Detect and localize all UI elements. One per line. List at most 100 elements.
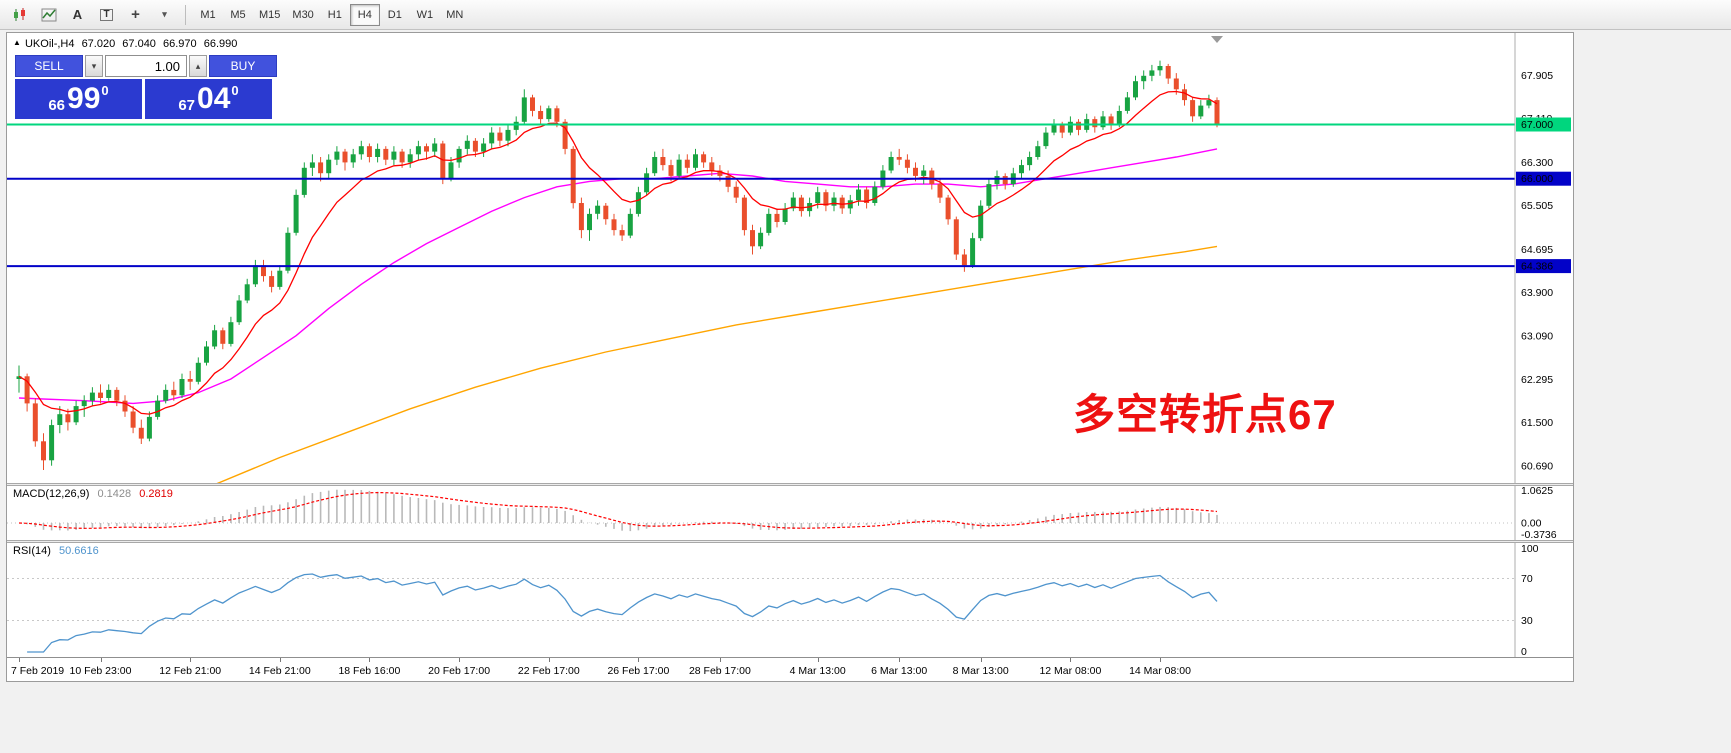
time-label: 14 Feb 21:00 xyxy=(248,665,311,677)
svg-text:65.505: 65.505 xyxy=(1521,200,1553,212)
chart-window: 67.90567.11066.30065.50564.69563.90063.0… xyxy=(6,32,1574,682)
svg-text:70: 70 xyxy=(1521,573,1533,585)
svg-text:64.695: 64.695 xyxy=(1521,244,1553,256)
main-chart-canvas[interactable]: 67.90567.11066.30065.50564.69563.90063.0… xyxy=(7,33,1573,483)
quote-symbol: UKOil-,H4 xyxy=(24,38,75,50)
svg-text:67.000: 67.000 xyxy=(1521,119,1553,131)
text-tool-icon: A xyxy=(72,7,83,22)
time-label: 12 Mar 08:00 xyxy=(1039,665,1102,677)
sell-button[interactable]: SELL xyxy=(15,55,83,77)
quote-high: 67.040 xyxy=(122,38,156,50)
time-label: 7 Feb 2019 xyxy=(11,665,65,677)
time-label: 8 Mar 13:00 xyxy=(952,665,1009,677)
svg-text:-0.3736: -0.3736 xyxy=(1521,529,1557,540)
svg-text:64.386: 64.386 xyxy=(1521,261,1553,273)
tool-icons: A T + ▾ xyxy=(6,4,178,26)
time-tick xyxy=(1070,658,1072,662)
time-label: 18 Feb 16:00 xyxy=(338,665,401,677)
buy-price-button[interactable]: 67 04 0 xyxy=(145,79,272,119)
svg-text:1.0625: 1.0625 xyxy=(1521,486,1553,497)
svg-text:63.900: 63.900 xyxy=(1521,287,1553,299)
svg-text:100: 100 xyxy=(1521,543,1539,555)
time-tick xyxy=(459,658,461,662)
time-tick xyxy=(980,658,982,662)
sell-price-point: 0 xyxy=(101,83,109,98)
timeframe-button-m5[interactable]: M5 xyxy=(230,8,246,21)
timeframe-button-m30[interactable]: M30 xyxy=(292,8,314,21)
chart-annotation-text[interactable]: 多空转折点67 xyxy=(1073,391,1337,438)
macd-value: 0.1428 xyxy=(97,488,132,500)
time-label: 4 Mar 13:00 xyxy=(789,665,846,677)
sell-price-button[interactable]: 66 99 0 xyxy=(15,79,142,119)
chevron-down-icon: ▾ xyxy=(91,60,97,71)
timeframe-button-h4[interactable]: H4 xyxy=(349,3,380,26)
buy-price-pips: 04 xyxy=(197,82,231,115)
macd-label: MACD(12,26,9) 0.1428 0.2819 xyxy=(13,488,178,500)
time-label: 12 Feb 21:00 xyxy=(159,665,222,677)
svg-text:61.500: 61.500 xyxy=(1521,417,1553,429)
time-tick xyxy=(817,658,819,662)
timeframe-button-h1[interactable]: H1 xyxy=(327,8,342,21)
time-tick xyxy=(719,658,721,662)
macd-signal-value: 0.2819 xyxy=(139,488,173,500)
macd-panel: 1.0625 0.00 -0.3736 MACD(12,26,9) 0.1428 0… xyxy=(7,486,1573,540)
timeframe-group: M1 M5 M15 M30 H1 H4 D1 W1 MN xyxy=(193,3,470,26)
volume-input[interactable] xyxy=(105,55,187,77)
indicators-icon[interactable] xyxy=(35,4,62,26)
rsi-line xyxy=(27,573,1218,653)
main-price-panel: 67.90567.11066.30065.50564.69563.90063.0… xyxy=(7,33,1573,483)
svg-text:30: 30 xyxy=(1521,615,1533,627)
crosshair-icon[interactable]: + xyxy=(122,4,149,26)
panel-splitter[interactable] xyxy=(7,483,1573,486)
time-tick xyxy=(100,658,102,662)
time-tick xyxy=(279,658,281,662)
chevron-up-icon: ▴ xyxy=(195,60,201,71)
sell-price-pips: 99 xyxy=(67,82,101,115)
svg-text:0.00: 0.00 xyxy=(1521,518,1542,530)
timeframe-button-d1[interactable]: D1 xyxy=(387,8,402,21)
svg-text:63.090: 63.090 xyxy=(1521,331,1553,343)
rsi-value: 50.6616 xyxy=(58,545,99,557)
svg-text:0: 0 xyxy=(1521,646,1527,657)
text-tool-icon[interactable]: A xyxy=(64,4,91,26)
chart-shift-marker xyxy=(1211,36,1223,43)
volume-up-button[interactable]: ▴ xyxy=(189,55,207,77)
volume-dropdown-button[interactable]: ▾ xyxy=(85,55,103,77)
svg-text:66.300: 66.300 xyxy=(1521,157,1553,169)
time-label: 20 Feb 17:00 xyxy=(428,665,491,677)
textbox-tool-icon[interactable]: T xyxy=(93,4,120,26)
toolbar-separator xyxy=(185,4,186,25)
time-tick xyxy=(899,658,901,662)
buy-price-point: 0 xyxy=(231,83,239,98)
toolbar: A T + ▾ M1 M5 M15 M30 H1 H4 D1 W1 MN xyxy=(0,0,1731,30)
rsi-name: RSI(14) xyxy=(13,545,51,557)
time-tick xyxy=(190,658,192,662)
panel-splitter-2[interactable] xyxy=(7,540,1573,543)
crosshair-icon: + xyxy=(131,6,140,23)
quote-low: 66.970 xyxy=(163,38,197,50)
time-axis[interactable]: 7 Feb 2019 10 Feb 23:00 12 Feb 21:00 14 Feb… xyxy=(7,657,1573,681)
time-tick xyxy=(369,658,371,662)
time-label: 28 Feb 17:00 xyxy=(688,665,751,677)
indicators-icon xyxy=(41,8,56,21)
timeframe-button-w1[interactable]: W1 xyxy=(416,8,434,21)
time-tick xyxy=(19,658,20,662)
buy-button[interactable]: BUY xyxy=(209,55,277,77)
timeframe-button-m15[interactable]: M15 xyxy=(259,8,281,21)
time-label: 14 Mar 08:00 xyxy=(1129,665,1191,677)
time-tick xyxy=(1160,658,1161,662)
timeframe-button-m1[interactable]: M1 xyxy=(200,8,216,21)
rsi-canvas[interactable]: 100 70 30 0 xyxy=(7,543,1573,657)
time-label: 22 Feb 17:00 xyxy=(517,665,580,677)
macd-canvas[interactable]: 1.0625 0.00-0.3736 xyxy=(7,486,1573,540)
chart-candles-icon[interactable] xyxy=(6,4,33,26)
timeframe-button-mn[interactable]: MN xyxy=(446,8,464,21)
textbox-tool-icon: T xyxy=(100,8,113,21)
chart-candles-icon xyxy=(13,7,25,21)
macd-histogram xyxy=(26,489,1218,532)
macd-signal-line xyxy=(18,491,1218,529)
symbol-marker-icon: ▲ xyxy=(13,38,21,47)
tool-dropdown-chevron[interactable]: ▾ xyxy=(151,4,178,26)
rsi-label: RSI(14) 50.6616 xyxy=(13,545,104,557)
